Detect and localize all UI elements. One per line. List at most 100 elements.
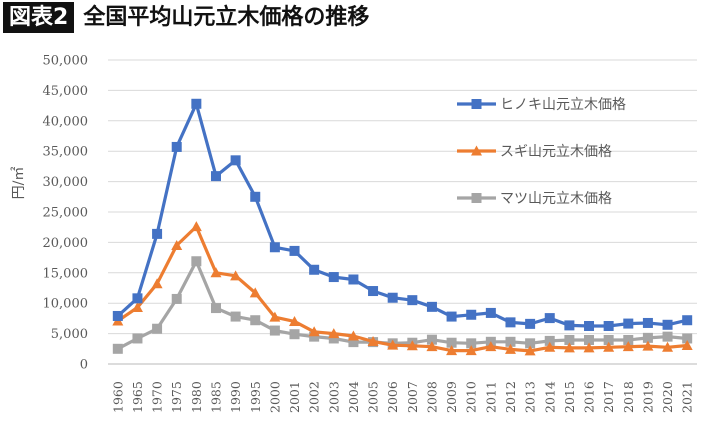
y-tick-label: 15,000: [43, 266, 89, 281]
data-point: [151, 278, 163, 289]
data-point: [662, 331, 673, 342]
legend-label: マツ山元立木価格: [500, 191, 612, 207]
data-point: [682, 333, 693, 344]
legend-item: ヒノキ山元立木価格: [457, 97, 626, 113]
y-axis-ticks: 0 5,000 10,000 15,000 20,000 25,000 30,000 35,0…: [43, 54, 89, 373]
data-point: [191, 256, 202, 267]
data-point: [564, 334, 575, 345]
x-tick-label: 2007: [405, 381, 420, 413]
data-point: [250, 191, 261, 202]
data-point: [171, 141, 182, 152]
data-point: [584, 334, 595, 345]
data-point: [446, 311, 457, 322]
data-point: [564, 320, 575, 331]
gridlines: [108, 59, 697, 365]
data-point: [210, 267, 222, 278]
y-tick-label: 5,000: [51, 327, 88, 342]
y-tick-label: 25,000: [43, 206, 89, 221]
data-point: [584, 321, 595, 331]
data-point: [152, 323, 163, 334]
data-point: [269, 311, 281, 322]
data-point: [544, 313, 555, 324]
y-tick-label: 30,000: [43, 175, 89, 190]
data-point: [446, 337, 457, 348]
x-tick-label: 2000: [267, 381, 282, 413]
data-point: [347, 330, 359, 341]
data-point: [171, 293, 182, 304]
data-point: [230, 270, 242, 281]
data-point: [328, 272, 339, 283]
y-tick-label: 0: [80, 358, 88, 373]
data-point: [544, 341, 556, 352]
data-point: [623, 334, 634, 345]
data-point: [524, 345, 536, 356]
data-point: [426, 334, 437, 345]
data-point: [367, 336, 379, 347]
x-tick-label: 2010: [464, 381, 479, 413]
series-1: [112, 221, 693, 356]
x-tick-label: 2014: [542, 381, 557, 413]
data-point: [485, 307, 496, 318]
x-axis-ticks: 1960 1965 1970 1975 1980 1985 1990 1995 2000 2001…: [110, 381, 694, 413]
data-point: [505, 336, 516, 347]
data-point: [682, 315, 693, 326]
legend-label: スギ山元立木価格: [500, 144, 612, 160]
data-point: [642, 317, 653, 328]
data-point: [544, 335, 555, 346]
x-tick-label: 2018: [621, 381, 636, 413]
x-tick-label: 2015: [562, 381, 577, 413]
data-point: [131, 301, 143, 312]
data-point: [328, 328, 340, 339]
x-tick-label: 2012: [503, 381, 518, 413]
x-tick-label: 1970: [150, 381, 165, 413]
data-point: [112, 343, 123, 354]
data-point: [308, 326, 320, 337]
figure-badge: 図表2: [3, 2, 75, 33]
y-tick-label: 45,000: [43, 84, 89, 99]
y-tick-label: 50,000: [43, 54, 89, 69]
data-point: [563, 342, 575, 353]
data-point: [662, 319, 673, 330]
x-tick-label: 2017: [601, 381, 616, 413]
data-point: [583, 342, 595, 353]
data-point: [505, 317, 516, 328]
data-point: [603, 321, 614, 331]
figure-header: 図表2 全国平均山元立木価格の推移: [3, 2, 369, 33]
data-point: [348, 337, 359, 348]
figure-title: 全国平均山元立木価格の推移: [83, 5, 370, 30]
x-tick-label: 2008: [424, 381, 439, 413]
series-2: [112, 256, 693, 354]
data-point: [230, 155, 241, 166]
data-point: [191, 98, 202, 109]
x-tick-label: 2003: [326, 381, 341, 413]
x-tick-label: 2009: [444, 381, 459, 413]
data-point: [407, 295, 418, 306]
data-point: [466, 309, 477, 320]
data-point: [525, 318, 536, 329]
y-tick-label: 20,000: [43, 236, 89, 251]
y-tick-label: 10,000: [43, 297, 89, 312]
data-point: [406, 340, 418, 351]
data-point: [328, 333, 339, 344]
y-axis-label: 円/㎡: [11, 167, 27, 200]
data-point: [250, 315, 261, 326]
legend-marker: [471, 145, 482, 156]
y-tick-label: 40,000: [43, 114, 89, 129]
data-point: [210, 303, 221, 314]
data-point: [426, 301, 437, 312]
legend-item: マツ山元立木価格: [457, 191, 612, 207]
data-point: [190, 221, 202, 232]
x-tick-label: 1965: [130, 381, 145, 413]
series-line: [116, 102, 688, 328]
data-point: [504, 343, 516, 354]
data-point: [368, 286, 379, 297]
data-point: [681, 339, 693, 350]
x-tick-label: 2002: [307, 381, 322, 413]
x-tick-label: 2019: [640, 381, 655, 413]
data-point: [210, 171, 221, 182]
series-0: [112, 98, 693, 331]
x-tick-label: 1980: [189, 381, 204, 413]
data-point: [289, 315, 301, 326]
